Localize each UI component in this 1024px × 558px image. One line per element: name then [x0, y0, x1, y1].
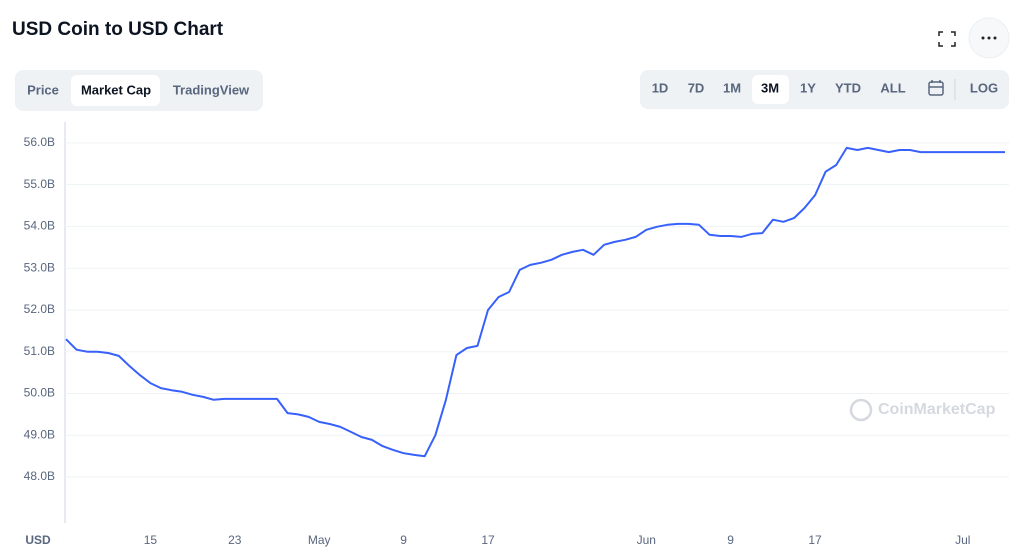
tab[interactable]: Price — [27, 82, 59, 97]
currency-label: USD — [25, 533, 51, 547]
x-tick-label: 23 — [228, 533, 242, 547]
watermark: CoinMarketCap — [849, 398, 996, 422]
calendar-icon[interactable] — [928, 80, 944, 96]
x-tick-label: 9 — [400, 533, 407, 547]
y-tick-label: 48.0B — [24, 469, 55, 483]
y-tick-label: 53.0B — [24, 260, 55, 274]
x-tick-label: 15 — [144, 533, 158, 547]
range-selected — [752, 75, 789, 104]
y-tick-label: 51.0B — [24, 344, 55, 358]
more-icon — [981, 36, 997, 40]
log-button[interactable]: LOG — [970, 80, 998, 95]
y-tick-label: 56.0B — [24, 135, 55, 149]
x-tick-label: 9 — [727, 533, 734, 547]
x-tick-label: 17 — [808, 533, 822, 547]
range-button[interactable]: 7D — [688, 80, 705, 95]
range-button[interactable]: 1Y — [800, 80, 816, 95]
x-tick-label: Jun — [637, 533, 656, 547]
tab-selected — [71, 75, 160, 106]
range-button[interactable]: 1D — [652, 80, 669, 95]
x-tick-label: Jul — [955, 533, 970, 547]
tab[interactable]: Market Cap — [81, 82, 151, 97]
range-button[interactable]: 1M — [723, 80, 741, 95]
range-button[interactable]: YTD — [835, 80, 861, 95]
y-tick-label: 49.0B — [24, 427, 55, 441]
y-tick-label: 50.0B — [24, 386, 55, 400]
tab[interactable]: TradingView — [173, 82, 250, 97]
fullscreen-icon[interactable] — [938, 31, 956, 47]
chart-title: USD Coin to USD Chart — [12, 19, 224, 40]
range-button[interactable]: 3M — [761, 80, 779, 95]
y-tick-label: 54.0B — [24, 219, 55, 233]
watermark-text: CoinMarketCap — [878, 401, 996, 418]
range-group — [640, 70, 1009, 109]
x-tick-label: May — [308, 533, 331, 547]
price-line — [65, 146, 1005, 458]
y-tick-label: 52.0B — [24, 302, 55, 316]
x-tick-label: 17 — [481, 533, 495, 547]
range-button[interactable]: ALL — [880, 80, 905, 95]
y-tick-label: 55.0B — [24, 177, 55, 191]
